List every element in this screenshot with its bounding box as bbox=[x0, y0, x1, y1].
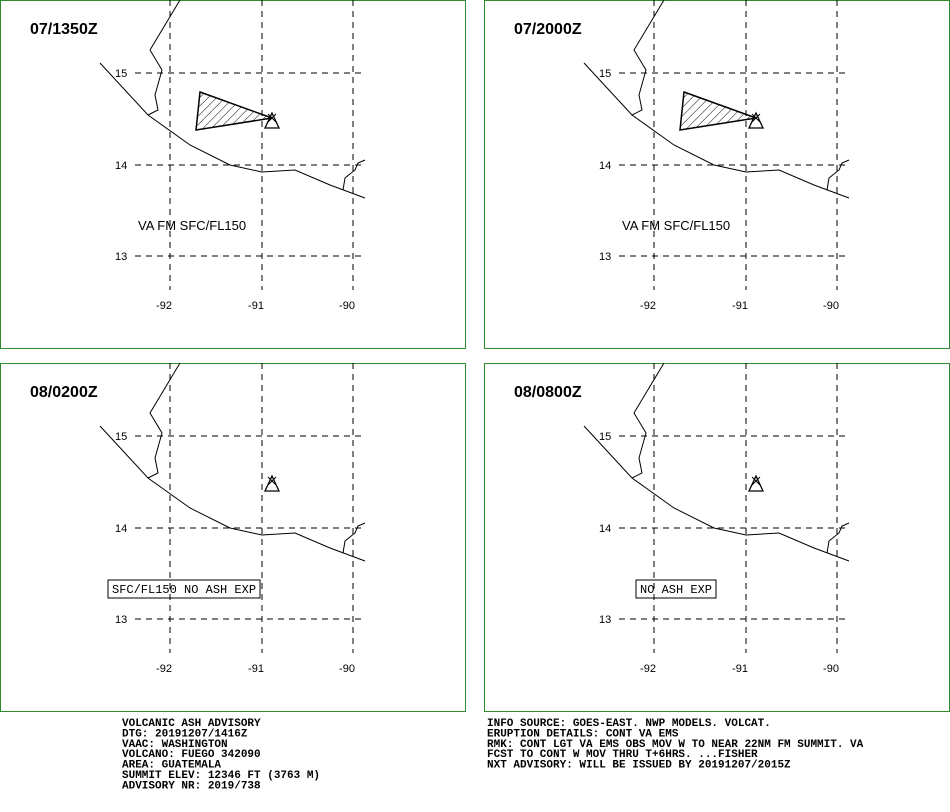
latitude-label: 14 bbox=[599, 523, 611, 535]
longitude-label: -91 bbox=[248, 300, 264, 312]
coastline bbox=[147, 362, 181, 479]
ash-area bbox=[195, 90, 273, 131]
coastline bbox=[99, 425, 366, 562]
advisory-line: NXT ADVISORY: WILL BE ISSUED BY 20191207… bbox=[487, 760, 791, 772]
coastline bbox=[826, 159, 850, 191]
map-panel: 15 14 13 -92 -91 -90 07/1350Z VA FM SFC/FL150 bbox=[0, 0, 466, 349]
advisory-line: SUMMIT ELEV: 12346 FT (3763 M) bbox=[122, 770, 320, 782]
volcano-mark bbox=[267, 113, 277, 123]
advisory-line: ADVISORY NR: 2019/738 bbox=[122, 780, 261, 792]
ash-area bbox=[679, 90, 757, 131]
valid-time: 07/2000Z bbox=[514, 21, 582, 38]
annotation: VA FM SFC/FL150 bbox=[622, 218, 730, 233]
latitude-label: 15 bbox=[115, 68, 127, 80]
coastline bbox=[583, 62, 850, 199]
longitude-label: -90 bbox=[823, 663, 839, 675]
volcano-symbol bbox=[263, 474, 281, 492]
coastline bbox=[342, 159, 366, 191]
annotation: VA FM SFC/FL150 bbox=[138, 218, 246, 233]
latitude-label: 15 bbox=[599, 431, 611, 443]
volcano-mark bbox=[751, 113, 761, 123]
longitude-label: -91 bbox=[732, 663, 748, 675]
longitude-label: -92 bbox=[156, 300, 172, 312]
panel-border bbox=[484, 363, 950, 712]
annotation-box bbox=[107, 579, 261, 599]
latitude-label: 14 bbox=[599, 160, 611, 172]
coastline bbox=[631, 0, 665, 116]
advisory-line: VOLCANO: FUEGO 342090 bbox=[122, 749, 261, 761]
map-panel: 15 14 13 -92 -91 -90 08/0200Z SFC/FL150 NO ASH … bbox=[0, 362, 466, 712]
advisory-line: AREA: GUATEMALA bbox=[122, 760, 221, 772]
panel-border bbox=[484, 0, 950, 349]
latitude-label: 15 bbox=[115, 431, 127, 443]
longitude-label: -91 bbox=[732, 300, 748, 312]
longitude-label: -92 bbox=[640, 663, 656, 675]
map-panel: 15 14 13 -92 -91 -90 07/2000Z VA FM SFC/FL150 bbox=[484, 0, 950, 349]
panel-border bbox=[0, 363, 466, 712]
coastline bbox=[342, 522, 366, 554]
volcano-mark bbox=[267, 476, 277, 486]
latitude-label: 14 bbox=[115, 523, 127, 535]
map-panel: 15 14 13 -92 -91 -90 08/0800Z NO ASH EXP bbox=[484, 362, 950, 712]
advisory-line: FCST TO CONT W MOV THRU T+6HRS. ...FISHE… bbox=[487, 749, 758, 761]
advisory-line: RMK: CONT LGT VA EMS OBS MOV W TO NEAR 2… bbox=[487, 739, 864, 751]
advisory-line: INFO SOURCE: GOES-EAST. NWP MODELS. VOLC… bbox=[487, 718, 771, 730]
advisory-line: ERUPTION DETAILS: CONT VA EMS bbox=[487, 728, 679, 740]
latitude-label: 13 bbox=[599, 251, 611, 263]
panel-border bbox=[0, 0, 466, 349]
volcano-symbol bbox=[747, 474, 765, 492]
advisory-line: VAAC: WASHINGTON bbox=[122, 739, 228, 751]
volcano-mark bbox=[751, 476, 761, 486]
latitude-label: 13 bbox=[115, 614, 127, 626]
coastline bbox=[99, 62, 366, 199]
volcano-symbol bbox=[747, 111, 765, 129]
annotation: NO ASH EXP bbox=[640, 583, 712, 597]
advisory-line: DTG: 20191207/1416Z bbox=[122, 728, 248, 740]
longitude-label: -92 bbox=[640, 300, 656, 312]
volcano-symbol bbox=[263, 111, 281, 129]
longitude-label: -90 bbox=[339, 300, 355, 312]
longitude-label: -92 bbox=[156, 663, 172, 675]
valid-time: 08/0200Z bbox=[30, 384, 98, 401]
longitude-label: -90 bbox=[823, 300, 839, 312]
coastline bbox=[631, 362, 665, 479]
coastline bbox=[583, 425, 850, 562]
coastline bbox=[826, 522, 850, 554]
longitude-label: -90 bbox=[339, 663, 355, 675]
latitude-label: 15 bbox=[599, 68, 611, 80]
coastline bbox=[147, 0, 181, 116]
valid-time: 07/1350Z bbox=[30, 21, 98, 38]
latitude-label: 13 bbox=[599, 614, 611, 626]
valid-time: 08/0800Z bbox=[514, 384, 582, 401]
latitude-label: 13 bbox=[115, 251, 127, 263]
annotation: SFC/FL150 NO ASH EXP bbox=[112, 583, 256, 597]
latitude-label: 14 bbox=[115, 160, 127, 172]
longitude-label: -91 bbox=[248, 663, 264, 675]
annotation-box bbox=[635, 579, 717, 599]
advisory-line: VOLCANIC ASH ADVISORY bbox=[122, 718, 261, 730]
